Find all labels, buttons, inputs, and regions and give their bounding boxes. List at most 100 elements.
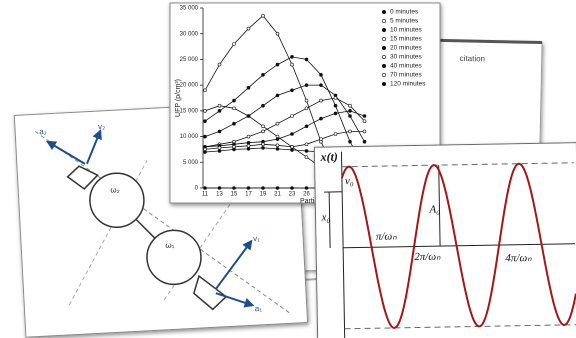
point (246, 114, 251, 118)
x-tick-label: 21 (274, 192, 281, 198)
upper-bound (341, 162, 574, 168)
point (290, 55, 294, 59)
point (319, 73, 323, 77)
legend-label: 10 minutes (390, 27, 423, 34)
label-a2: a₂ (39, 127, 47, 136)
legend-marker (381, 18, 386, 23)
point (246, 140, 251, 145)
point (217, 62, 222, 67)
point (304, 106, 309, 111)
legend-marker (381, 45, 386, 50)
point (319, 137, 323, 141)
label-a1: a₁ (255, 304, 263, 313)
point (290, 186, 294, 190)
point (232, 121, 236, 126)
x-tick-label: 17 (245, 192, 252, 198)
point (261, 103, 265, 108)
point (246, 85, 251, 90)
point (261, 146, 265, 150)
x-tick-label: 26 (303, 192, 310, 198)
point (217, 103, 222, 108)
offset-line (328, 192, 331, 249)
y-axis (340, 151, 346, 338)
legend-marker (381, 36, 386, 41)
point (348, 139, 352, 144)
x-axis-title: Particl (300, 198, 320, 205)
point (203, 88, 207, 93)
x-tick-label: 23 (289, 192, 296, 198)
point (232, 147, 236, 152)
legend-marker (381, 82, 386, 87)
point (232, 106, 236, 111)
point (261, 13, 265, 18)
t-axis (343, 243, 576, 249)
point (333, 132, 338, 136)
series-line (204, 131, 365, 150)
point (275, 121, 280, 126)
legend-marker (381, 64, 386, 69)
label-x0: x₀ (320, 212, 330, 224)
amplitude-line (438, 165, 441, 247)
point (304, 155, 309, 159)
point (246, 147, 251, 151)
point (261, 73, 265, 77)
point (217, 129, 222, 134)
point (203, 119, 207, 123)
point (348, 129, 352, 134)
legend-label: 15 minutes (390, 36, 423, 43)
point (203, 134, 207, 139)
legend-label: 20 minutes (390, 45, 423, 52)
x-tick-label: 13 (216, 192, 223, 198)
point (333, 96, 338, 100)
arrow-a1 (215, 292, 255, 308)
legend-marker (381, 27, 386, 32)
point (290, 88, 294, 93)
point (362, 139, 367, 144)
legend-label: 5 minutes (390, 18, 419, 25)
y-axis-title: UFP (p/cm³) (175, 79, 182, 117)
y-tick-label: 35 000 (180, 6, 199, 12)
x-tick-label: 19 (260, 192, 267, 198)
point (203, 109, 207, 113)
document-text: citation (460, 54, 486, 64)
point (217, 146, 222, 150)
gear-2 (89, 172, 145, 228)
point (290, 114, 294, 118)
point (275, 31, 280, 36)
point (203, 186, 207, 190)
point (362, 114, 367, 118)
lower-bound (344, 324, 576, 330)
link (135, 218, 156, 239)
point (203, 150, 207, 154)
legend-label: 0 minutes (390, 9, 419, 16)
point (232, 98, 236, 103)
y-tick-label: 10 000 (180, 134, 199, 140)
point (261, 129, 265, 134)
point (275, 147, 280, 151)
series-line (204, 110, 365, 148)
point (304, 186, 309, 190)
point (333, 103, 338, 108)
point (304, 149, 309, 153)
label-t4: 4π/ωₙ (505, 252, 532, 264)
point (232, 42, 236, 46)
arrow-a2 (46, 140, 86, 165)
oscillation-panel: x(t) v₀ x₀ A₀ π/ωₙ 2π/ωₙ 4π/ωₙ (313, 142, 576, 338)
label-w1: ω₁ (165, 240, 175, 249)
point (275, 137, 280, 141)
label-v2: v₂ (98, 122, 106, 131)
point (232, 186, 236, 190)
wave (340, 162, 576, 329)
label-t2: 2π/ωₙ (414, 251, 441, 263)
point (217, 149, 222, 153)
point (362, 129, 367, 134)
point (290, 132, 294, 136)
point (261, 124, 265, 129)
legend-marker (381, 73, 386, 78)
legend-marker (381, 10, 386, 15)
arm-1 (193, 274, 228, 311)
arrow-v2 (86, 129, 102, 165)
point (348, 114, 352, 118)
point (319, 83, 323, 87)
series-line (204, 97, 365, 148)
